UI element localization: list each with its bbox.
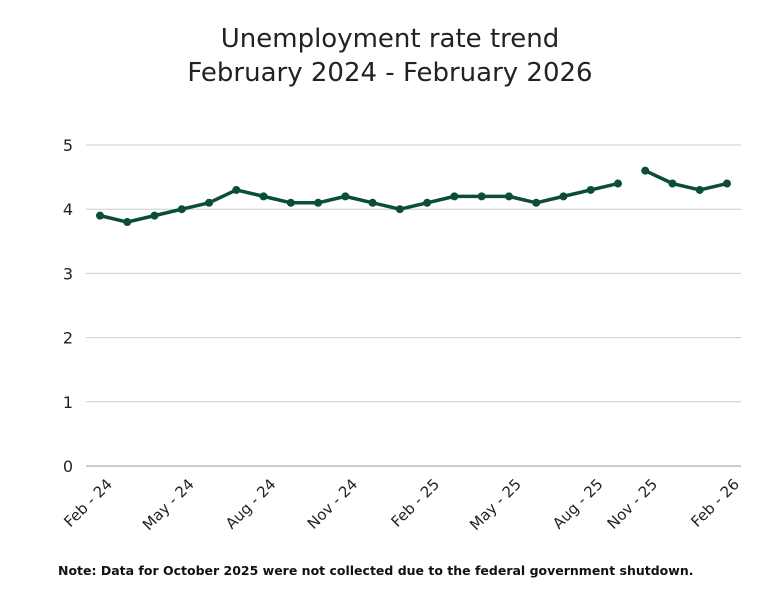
footnote: Note: Data for October 2025 were not col… [58, 563, 694, 578]
data-point [641, 166, 650, 175]
data-point [259, 192, 268, 201]
y-tick-label: 0 [63, 457, 73, 476]
data-point [586, 185, 595, 194]
data-point [668, 179, 677, 188]
data-point [477, 192, 486, 201]
data-point [177, 205, 186, 214]
data-point [559, 192, 568, 201]
chart-subtitle: February 2024 - February 2026 [187, 58, 593, 88]
data-point [423, 198, 432, 207]
data-point [96, 211, 104, 220]
series-line [644, 169, 728, 192]
data-point [395, 205, 404, 214]
data-point [150, 211, 159, 220]
data-point [123, 218, 132, 227]
y-tick-label: 1 [63, 393, 73, 412]
data-point [504, 192, 513, 201]
y-tick-label: 3 [63, 264, 73, 283]
data-point [368, 198, 377, 207]
data-point [695, 185, 704, 194]
data-point [205, 198, 214, 207]
data-point [723, 179, 731, 188]
y-tick-label: 4 [63, 200, 73, 219]
y-tick-label: 5 [63, 136, 73, 155]
x-tick-label: Feb - 26 [687, 475, 743, 531]
x-tick-label: Feb - 24 [60, 475, 116, 531]
x-tick-label: Nov - 25 [604, 475, 661, 532]
x-tick-label: May - 24 [139, 475, 198, 534]
x-tick-label: Feb - 25 [387, 475, 443, 531]
series-line [99, 181, 619, 224]
data-point [532, 198, 541, 207]
chart-title: Unemployment rate trend [220, 24, 560, 54]
data-point [286, 198, 295, 207]
x-tick-label: Aug - 25 [549, 475, 607, 533]
x-tick-label: Aug - 24 [222, 475, 280, 533]
x-tick-label: May - 25 [466, 475, 525, 534]
data-point [341, 192, 350, 201]
x-tick-label: Nov - 24 [304, 475, 361, 532]
data-point [232, 185, 241, 194]
data-point [314, 198, 323, 207]
data-point [613, 179, 622, 188]
data-point [450, 192, 459, 201]
y-tick-label: 2 [63, 329, 73, 348]
